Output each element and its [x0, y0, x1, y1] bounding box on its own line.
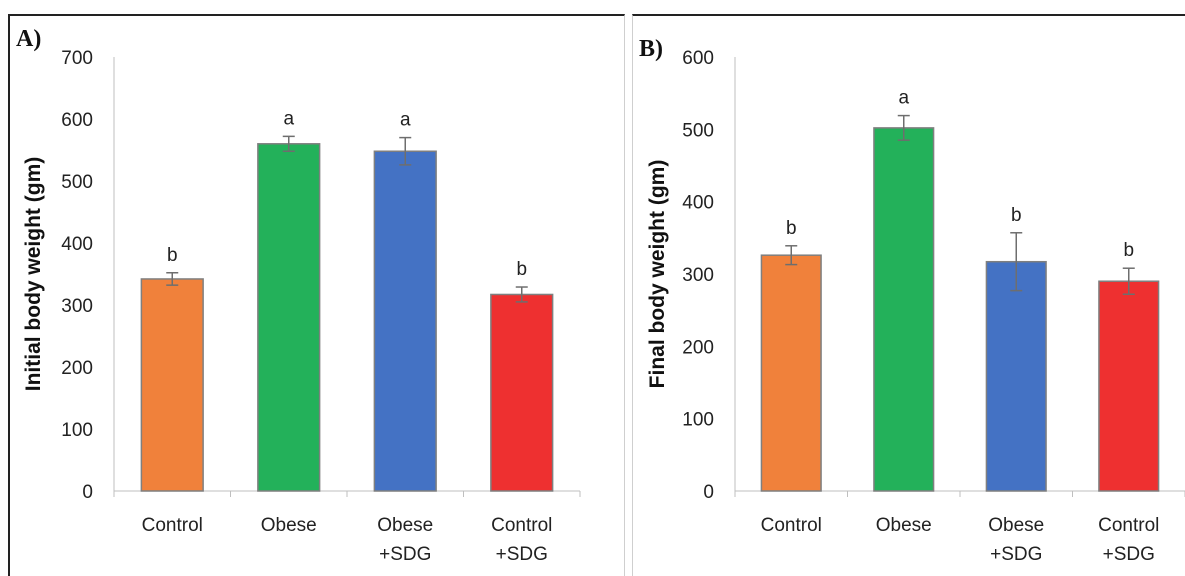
panel-a-label: A): [16, 26, 42, 52]
panel-b-bar-1: [873, 127, 935, 492]
panel-b-category-label: Control: [1098, 515, 1159, 536]
panel-a-bar-3: [490, 293, 554, 492]
panel-a-category-label: Obese: [377, 515, 433, 536]
panel-b-bar-3: [1098, 280, 1160, 492]
panel-a-category-label: Control: [142, 515, 203, 536]
panel-b-category-label: +SDG: [990, 544, 1042, 565]
panel-b-bar-0: [760, 254, 822, 492]
panel-b-y-tick-label: 600: [682, 48, 714, 69]
panel-a-sig-label-3: b: [516, 259, 527, 280]
panel-a-y-tick-label: 0: [82, 482, 93, 503]
panel-b-y-tick-label: 300: [682, 265, 714, 286]
panel-b-label: B): [639, 36, 663, 62]
panel-a-y-tick-label: 100: [61, 420, 93, 441]
panel-a-bar-1: [257, 143, 321, 492]
panel-b-y-tick-label: 400: [682, 193, 714, 214]
panel-a-y-axis-title: Initial body weight (gm): [22, 157, 45, 392]
panel-a-sig-label-2: a: [400, 110, 411, 131]
panel-b-sig-label-2: b: [1011, 205, 1022, 226]
panel-a-sig-label-0: b: [167, 245, 178, 266]
panel-a-y-tick-label: 700: [61, 48, 93, 69]
panel-b-y-tick-label: 500: [682, 120, 714, 141]
panel-b-sig-label-3: b: [1123, 240, 1134, 261]
panel-a-y-tick-label: 300: [61, 296, 93, 317]
panel-a-category-label: Obese: [261, 515, 317, 536]
panel-b-sig-label-0: b: [786, 218, 797, 239]
panel-a-category-label: Control: [491, 515, 552, 536]
panel-b-bar-2: [985, 260, 1047, 492]
panel-a-category-label: +SDG: [379, 544, 431, 565]
panel-b-category-label: +SDG: [1103, 544, 1155, 565]
panel-b-category-label: Obese: [876, 515, 932, 536]
panel-b-sig-label-1: a: [898, 88, 909, 109]
panel-b-y-tick-label: 200: [682, 337, 714, 358]
panel-a-y-tick-label: 600: [61, 110, 93, 131]
panel-b-category-label: Obese: [988, 515, 1044, 536]
panel-a-y-tick-label: 400: [61, 234, 93, 255]
panel-b-y-tick-label: 0: [703, 482, 714, 503]
panel-b-category-label: Control: [761, 515, 822, 536]
panel-b-y-tick-label: 100: [682, 410, 714, 431]
panel-a-category-label: +SDG: [496, 544, 548, 565]
panel-b-y-axis-title: Final body weight (gm): [646, 160, 669, 389]
panel-a-bar-2: [373, 150, 437, 492]
panel-a-bar-0: [140, 278, 204, 492]
panel-a-y-tick-label: 200: [61, 358, 93, 379]
panel-a-y-tick-label: 500: [61, 172, 93, 193]
panel-a-sig-label-1: a: [283, 108, 294, 129]
